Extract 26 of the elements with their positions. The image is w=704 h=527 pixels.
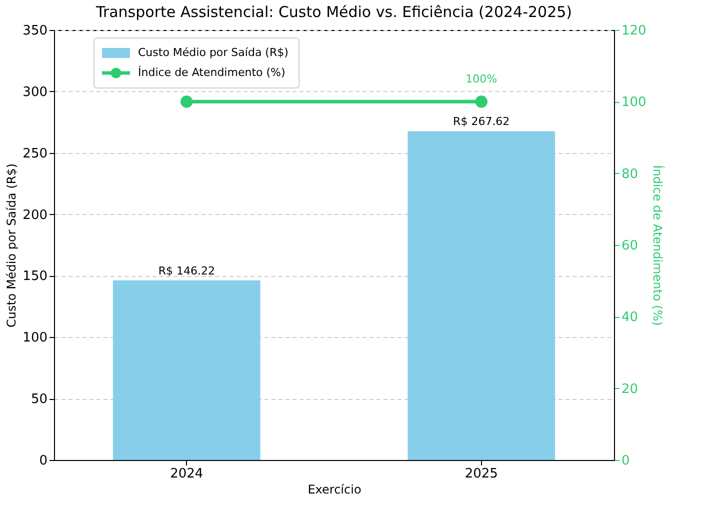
y-tick-label: 300 [22, 84, 48, 100]
y-tick-label: 250 [22, 146, 48, 162]
y-tick-label: 100 [22, 330, 48, 346]
y-tick-label: 350 [22, 24, 48, 38]
y-axis-title: Custo Médio por Saída (R$) [4, 163, 19, 328]
y2-tick-label: 120 [622, 24, 646, 38]
x-axis-title: Exercício [308, 482, 362, 496]
y2-tick-label: 20 [622, 382, 638, 397]
legend-label: Índice de Atendimento (%) [138, 65, 286, 79]
y2-tick-label: 0 [622, 454, 630, 468]
data-label: R$ 146.22 [158, 264, 215, 278]
y-tick-label: 50 [30, 392, 48, 408]
x-tick-label: 2024 [170, 466, 204, 482]
legend-label: Custo Médio por Saída (R$) [138, 46, 288, 59]
chart-title: Transporte Assistencial: Custo Médio vs. Eficiência (2024-2025) [94, 3, 572, 21]
y2-tick-label: 40 [622, 310, 638, 326]
y-tick-label: 0 [39, 454, 48, 468]
y-tick-label: 200 [22, 208, 48, 223]
y2-tick-label: 80 [622, 166, 638, 182]
y2-axis-title: Índice de Atendimento (%) [650, 165, 666, 326]
y-tick-label: 150 [22, 269, 48, 284]
data-label: R$ 267.62 [453, 115, 510, 128]
x-tick-label: 2025 [464, 466, 498, 482]
data-label: 100% [466, 72, 498, 86]
y2-tick-label: 60 [622, 238, 638, 254]
y2-tick-label: 100 [622, 95, 646, 110]
